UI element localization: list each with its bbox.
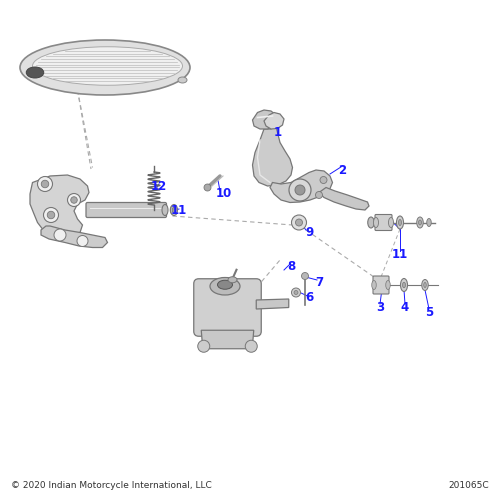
FancyBboxPatch shape	[194, 279, 261, 336]
Circle shape	[295, 185, 305, 195]
Ellipse shape	[210, 278, 240, 295]
Ellipse shape	[388, 218, 394, 228]
Circle shape	[320, 176, 327, 184]
Polygon shape	[201, 330, 254, 349]
Ellipse shape	[170, 206, 175, 214]
FancyBboxPatch shape	[375, 214, 392, 230]
Circle shape	[198, 340, 210, 352]
Ellipse shape	[20, 40, 190, 95]
Text: 11: 11	[171, 204, 187, 218]
Circle shape	[246, 340, 257, 352]
Text: 6: 6	[305, 291, 313, 304]
Text: 1: 1	[274, 126, 281, 139]
Circle shape	[204, 184, 211, 191]
Ellipse shape	[172, 207, 176, 213]
Ellipse shape	[32, 47, 182, 85]
Circle shape	[38, 176, 52, 192]
Polygon shape	[252, 110, 278, 129]
Ellipse shape	[368, 217, 374, 228]
Ellipse shape	[372, 280, 376, 289]
Ellipse shape	[170, 204, 177, 216]
Text: 2: 2	[338, 164, 346, 176]
Circle shape	[77, 236, 88, 246]
FancyBboxPatch shape	[86, 202, 166, 218]
Circle shape	[68, 194, 80, 206]
Circle shape	[302, 272, 308, 280]
Text: 7: 7	[315, 276, 323, 289]
Polygon shape	[252, 126, 292, 186]
Circle shape	[71, 196, 77, 203]
Ellipse shape	[402, 282, 406, 288]
Ellipse shape	[427, 218, 431, 226]
Polygon shape	[270, 170, 332, 202]
Circle shape	[54, 229, 66, 241]
Text: 11: 11	[392, 248, 408, 260]
Ellipse shape	[424, 282, 426, 288]
Circle shape	[296, 219, 302, 226]
Ellipse shape	[398, 220, 402, 226]
Text: 12: 12	[151, 180, 167, 192]
Polygon shape	[41, 226, 108, 248]
Circle shape	[41, 180, 49, 188]
Circle shape	[316, 192, 322, 198]
Ellipse shape	[228, 277, 237, 283]
Text: © 2020 Indian Motorcycle International, LLC: © 2020 Indian Motorcycle International, …	[11, 480, 212, 490]
Text: 10: 10	[216, 187, 232, 200]
Ellipse shape	[417, 217, 423, 228]
Ellipse shape	[218, 280, 232, 289]
Circle shape	[44, 208, 59, 222]
Polygon shape	[30, 175, 89, 240]
Circle shape	[289, 179, 311, 201]
FancyBboxPatch shape	[373, 276, 389, 294]
Text: 8: 8	[287, 260, 295, 272]
Ellipse shape	[26, 67, 44, 78]
Polygon shape	[256, 299, 289, 309]
Ellipse shape	[396, 216, 404, 229]
Ellipse shape	[386, 280, 390, 289]
Polygon shape	[264, 112, 284, 129]
Polygon shape	[319, 188, 369, 210]
Text: 3: 3	[376, 301, 384, 314]
Text: 201065C: 201065C	[448, 480, 489, 490]
Ellipse shape	[162, 204, 168, 216]
Ellipse shape	[422, 280, 428, 290]
Circle shape	[292, 215, 306, 230]
Text: 9: 9	[305, 226, 313, 239]
Circle shape	[292, 288, 300, 297]
Ellipse shape	[178, 77, 187, 83]
Circle shape	[47, 211, 55, 219]
Circle shape	[294, 290, 298, 294]
Ellipse shape	[400, 278, 407, 291]
Text: 4: 4	[401, 301, 409, 314]
Ellipse shape	[418, 220, 422, 225]
Text: 5: 5	[425, 306, 433, 319]
Ellipse shape	[374, 218, 378, 228]
